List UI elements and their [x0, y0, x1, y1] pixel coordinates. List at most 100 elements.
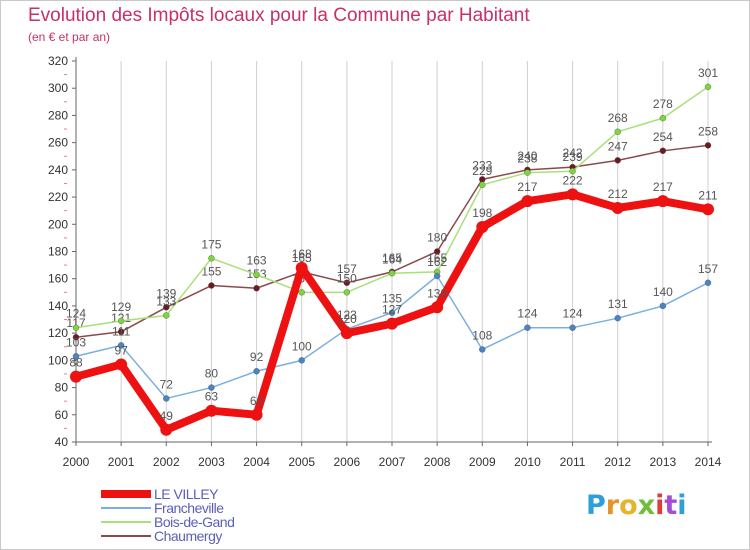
x-tick-label: 2001 [108, 455, 135, 469]
data-label: 123 [337, 308, 357, 322]
data-point [433, 272, 441, 280]
data-point [656, 195, 669, 208]
data-point [704, 279, 712, 286]
data-label: 258 [698, 124, 718, 138]
data-label: 139 [156, 286, 176, 300]
x-tick-label: 2006 [334, 455, 361, 469]
x-tick-label: 2002 [153, 455, 180, 469]
data-point [569, 324, 576, 331]
data-label: 120 [337, 312, 357, 326]
data-point [431, 301, 444, 314]
data-label: 217 [517, 180, 537, 194]
y-tick-label: 120 [48, 326, 68, 340]
data-point [614, 128, 621, 135]
data-label: 133 [156, 294, 176, 308]
data-point [524, 169, 531, 176]
data-label: 150 [337, 271, 357, 285]
data-point [163, 304, 170, 311]
y-tick-label: 40 [55, 435, 69, 449]
x-tick-label: 2010 [514, 455, 541, 469]
data-label: 162 [427, 255, 447, 269]
data-label: 124 [517, 307, 537, 321]
data-label: 239 [563, 150, 583, 164]
data-point [72, 334, 80, 341]
data-point [479, 181, 486, 189]
data-label: 140 [653, 285, 673, 299]
legend-swatch [101, 535, 151, 537]
data-point [163, 312, 170, 319]
brand-letter: P [586, 490, 606, 521]
data-point [704, 142, 712, 149]
data-label: 278 [653, 97, 673, 111]
x-tick-label: 2004 [243, 455, 270, 469]
data-label: 124 [563, 307, 583, 321]
data-label: 157 [698, 262, 718, 276]
y-tick-label: 80 [55, 381, 69, 395]
data-point [566, 188, 579, 201]
data-point [298, 289, 305, 296]
data-point [659, 147, 667, 155]
y-tick-label: 180 [48, 245, 68, 259]
brand-letter: o [619, 490, 638, 521]
data-point [117, 328, 125, 335]
data-point [250, 408, 263, 421]
data-point [659, 302, 667, 310]
data-label: 72 [160, 377, 174, 391]
data-point [340, 327, 353, 340]
data-point [702, 203, 714, 216]
y-tick-label: 160 [48, 272, 68, 286]
x-tick-label: 2014 [695, 455, 722, 469]
data-label: 124 [66, 307, 86, 321]
data-point [298, 357, 305, 364]
data-label: 254 [653, 130, 673, 144]
data-point [253, 368, 260, 375]
data-label: 157 [337, 262, 357, 276]
data-label: 229 [472, 164, 492, 178]
data-point [433, 248, 441, 255]
data-label: 165 [382, 251, 402, 265]
data-label: 129 [111, 300, 131, 314]
data-label: 212 [608, 187, 628, 201]
data-label: 127 [382, 303, 402, 317]
brand-letter: i [677, 490, 687, 521]
data-point [476, 221, 489, 234]
y-tick-label: 240 [48, 163, 68, 177]
brand-letter: r [605, 490, 620, 521]
chart-title: Evolution des Impôts locaux pour la Comm… [28, 5, 530, 26]
data-point [253, 285, 260, 292]
data-point [205, 404, 218, 417]
legend-label: Chaumergy [154, 528, 222, 544]
data-label: 242 [563, 146, 583, 160]
x-tick-label: 2013 [650, 455, 677, 469]
data-point [524, 324, 531, 331]
chart-subtitle: (en € et par an) [28, 30, 111, 44]
data-label: 100 [292, 339, 312, 353]
data-label: 238 [517, 152, 537, 166]
data-point [160, 423, 173, 436]
data-label: 301 [698, 66, 718, 80]
data-label: 217 [653, 180, 673, 194]
data-point [388, 270, 396, 277]
x-tick-label: 2005 [288, 455, 315, 469]
data-point [611, 201, 624, 214]
data-label: 247 [608, 139, 628, 153]
data-label: 63 [205, 390, 219, 404]
data-label: 97 [114, 343, 128, 357]
data-label: 211 [698, 188, 717, 202]
brand-letter: x [637, 490, 656, 521]
data-label: 198 [472, 206, 492, 220]
y-tick-label: 220 [48, 190, 68, 204]
data-point [253, 271, 260, 278]
data-label: 240 [517, 149, 537, 163]
legend-swatch [101, 507, 151, 509]
data-point [208, 384, 215, 391]
data-point [704, 83, 712, 91]
data-label: 163 [247, 254, 267, 268]
x-tick-label: 2000 [63, 455, 90, 469]
data-label: 108 [472, 328, 492, 342]
data-point [72, 324, 80, 331]
data-point [521, 195, 534, 208]
x-tick-label: 2011 [560, 455, 586, 469]
data-label: 49 [160, 409, 174, 423]
